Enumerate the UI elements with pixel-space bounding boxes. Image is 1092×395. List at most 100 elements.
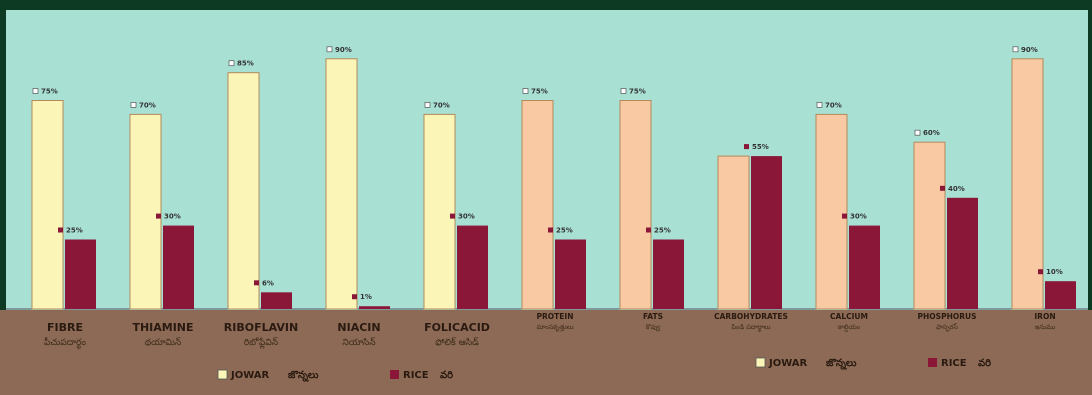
rice-marker [254, 280, 259, 286]
value-label-rice-fibre: 25% [66, 227, 83, 235]
bar-jowar-folicacid [423, 113, 456, 310]
legend-rice-label: RICE [403, 370, 429, 381]
legend-jowar-swatch [755, 357, 766, 368]
category-sublabel-fats: కొవ్వు [646, 323, 660, 332]
category-label-iron: IRON [1034, 312, 1055, 321]
jowar-marker [32, 88, 39, 94]
value-label-rice-protein: 25% [556, 227, 573, 235]
category-label-folicacid: FOLICACID [424, 321, 490, 334]
legend-jowar-telugu: జొన్నలు [288, 370, 319, 382]
category-label-phosphorus: PHOSPHORUS [918, 312, 977, 321]
value-label-jowar-niacin: 90% [335, 46, 352, 54]
value-label-rice-iron: 10% [1046, 268, 1063, 276]
jowar-marker [326, 46, 333, 53]
legend-rice-swatch [928, 358, 937, 367]
bar-jowar-carbohydrates [717, 155, 750, 310]
rice-marker [1038, 269, 1043, 275]
category-sublabel-thiamine: థయామిన్ [145, 337, 181, 348]
category-sublabel-protein: మాంసకృత్తులు [537, 323, 575, 332]
category-sublabel-folicacid: ఫోలిక్ ఆసిడ్ [435, 337, 479, 348]
label-strip [0, 310, 1092, 395]
legend-jowar-telugu: జొన్నలు [826, 358, 857, 370]
value-label-rice-thiamine: 30% [164, 213, 181, 221]
bar-jowar-riboflavin [227, 72, 260, 310]
value-label-jowar-fibre: 75% [41, 88, 58, 96]
rice-marker [548, 227, 553, 233]
jowar-marker [1012, 46, 1019, 53]
bar-jowar-phosphorus [913, 141, 946, 310]
rice-marker [450, 213, 455, 219]
category-label-protein: PROTEIN [537, 312, 574, 321]
rice-marker [58, 227, 63, 233]
bar-jowar-thiamine [129, 113, 162, 310]
jowar-marker [522, 88, 529, 94]
category-label-riboflavin: RIBOFLAVIN [224, 321, 298, 334]
legend-rice-telugu: వరి [440, 370, 453, 381]
legend-rice-swatch [390, 370, 399, 379]
bar-jowar-niacin [325, 58, 358, 310]
value-label-rice-carbohydrates: 55% [752, 143, 769, 151]
category-label-carbohydrates: CARBOHYDRATES [714, 312, 788, 321]
value-label-rice-calcium: 30% [850, 213, 867, 221]
category-label-fats: FATS [643, 312, 663, 321]
rice-marker [940, 185, 945, 191]
bar-rice-calcium [849, 225, 880, 309]
rice-marker [352, 294, 357, 300]
bar-rice-carbohydrates [751, 156, 782, 309]
bars-group [31, 58, 1076, 310]
legend-jowar-label: JOWAR [768, 358, 808, 369]
bar-rice-protein [555, 239, 586, 309]
legend-jowar-label: JOWAR [230, 370, 270, 381]
bar-rice-thiamine [163, 225, 194, 309]
value-label-jowar-fats: 75% [629, 88, 646, 96]
value-label-rice-phosphorus: 40% [948, 185, 965, 193]
rice-marker [842, 213, 847, 219]
bar-jowar-fats [619, 100, 652, 310]
bar-rice-fibre [65, 239, 96, 309]
value-label-rice-fats: 25% [654, 227, 671, 235]
legend-rice-label: RICE [941, 358, 967, 369]
labels-group: 75% 25% FIBRE పీచుపదార్థం 70% 30% THIAMINE థయామ… [32, 46, 1063, 350]
value-label-jowar-folicacid: 70% [433, 101, 450, 109]
bar-jowar-calcium [815, 113, 848, 310]
bar-rice-niacin [359, 306, 390, 309]
value-label-rice-folicacid: 30% [458, 213, 475, 221]
bar-jowar-protein [521, 100, 554, 310]
jowar-marker [424, 102, 431, 108]
value-label-jowar-iron: 90% [1021, 46, 1038, 54]
legend-jowar-swatch [217, 369, 228, 380]
value-label-rice-niacin: 1% [360, 293, 372, 301]
value-label-jowar-riboflavin: 85% [237, 60, 254, 68]
category-sublabel-calcium: కాల్షియం [838, 323, 861, 333]
bar-jowar-fibre [31, 100, 64, 310]
value-label-jowar-phosphorus: 60% [923, 129, 940, 137]
value-label-rice-riboflavin: 6% [262, 279, 274, 287]
value-label-jowar-calcium: 70% [825, 101, 842, 109]
category-label-niacin: NIACIN [337, 321, 380, 334]
rice-marker [646, 227, 651, 233]
rice-marker [744, 144, 749, 150]
category-sublabel-riboflavin: రిబోఫ్లేవిన్ [244, 336, 278, 350]
category-sublabel-fibre: పీచుపదార్థం [44, 337, 86, 350]
jowar-marker [130, 102, 137, 108]
category-sublabel-carbohydrates: పిండి పదార్థాలు [731, 323, 771, 333]
bar-jowar-iron [1011, 58, 1044, 310]
jowar-marker [228, 60, 235, 67]
bar-rice-fats [653, 239, 684, 309]
bar-rice-folicacid [457, 225, 488, 309]
bar-rice-riboflavin [261, 292, 292, 309]
jowar-marker [620, 88, 627, 94]
value-label-jowar-thiamine: 70% [139, 101, 156, 109]
bar-rice-phosphorus [947, 197, 978, 309]
category-label-fibre: FIBRE [47, 321, 83, 334]
category-label-thiamine: THIAMINE [132, 321, 193, 334]
value-label-jowar-protein: 75% [531, 88, 548, 96]
jowar-marker [914, 129, 921, 136]
category-sublabel-niacin: నియాసిన్ [342, 337, 375, 348]
category-label-calcium: CALCIUM [830, 312, 868, 321]
category-sublabel-phosphorus: ఫాస్ఫరస్ [936, 323, 958, 332]
category-sublabel-iron: ఇనుము [1035, 323, 1056, 331]
rice-marker [156, 213, 161, 219]
